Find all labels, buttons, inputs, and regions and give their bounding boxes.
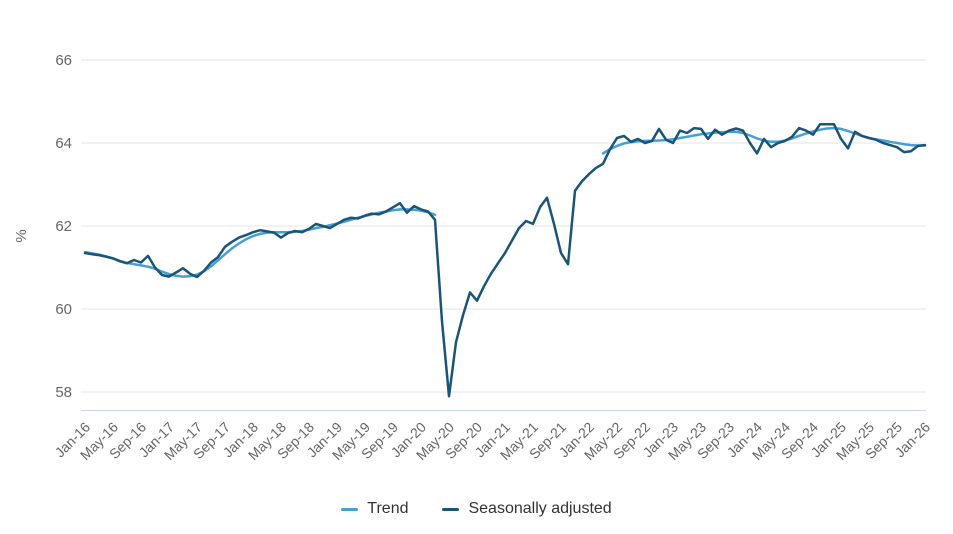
- y-axis-title: %: [13, 229, 30, 242]
- legend-label: Trend: [367, 500, 409, 517]
- y-axis-tick-label: 66: [55, 52, 72, 69]
- series-line-seasonally-adjusted[interactable]: [83, 123, 927, 398]
- chart-legend: Trend Seasonally adjusted: [0, 492, 953, 526]
- y-axis-tick-label: 64: [55, 135, 72, 152]
- y-axis-tick-label: 58: [55, 384, 72, 401]
- legend-line-marker: [341, 507, 359, 511]
- y-axis-tick-label: 60: [55, 301, 72, 318]
- legend-item-trend[interactable]: Trend: [341, 500, 408, 518]
- chart-plot-area: 5860626466Jan-16May-16Sep-16Jan-17May-17…: [13, 52, 933, 463]
- y-axis-tick-label: 62: [55, 218, 72, 235]
- legend-item-seasonally-adjusted[interactable]: Seasonally adjusted: [442, 500, 612, 518]
- legend-line-marker: [442, 507, 460, 511]
- legend-label: Seasonally adjusted: [468, 500, 612, 517]
